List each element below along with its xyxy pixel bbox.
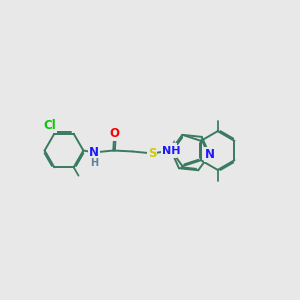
Text: H: H [91, 158, 99, 167]
Text: Cl: Cl [43, 119, 56, 132]
Text: NH: NH [162, 146, 180, 155]
Text: N: N [166, 144, 176, 157]
Text: N: N [89, 146, 99, 159]
Text: S: S [148, 147, 156, 160]
Text: N: N [205, 148, 214, 161]
Text: O: O [109, 127, 119, 140]
